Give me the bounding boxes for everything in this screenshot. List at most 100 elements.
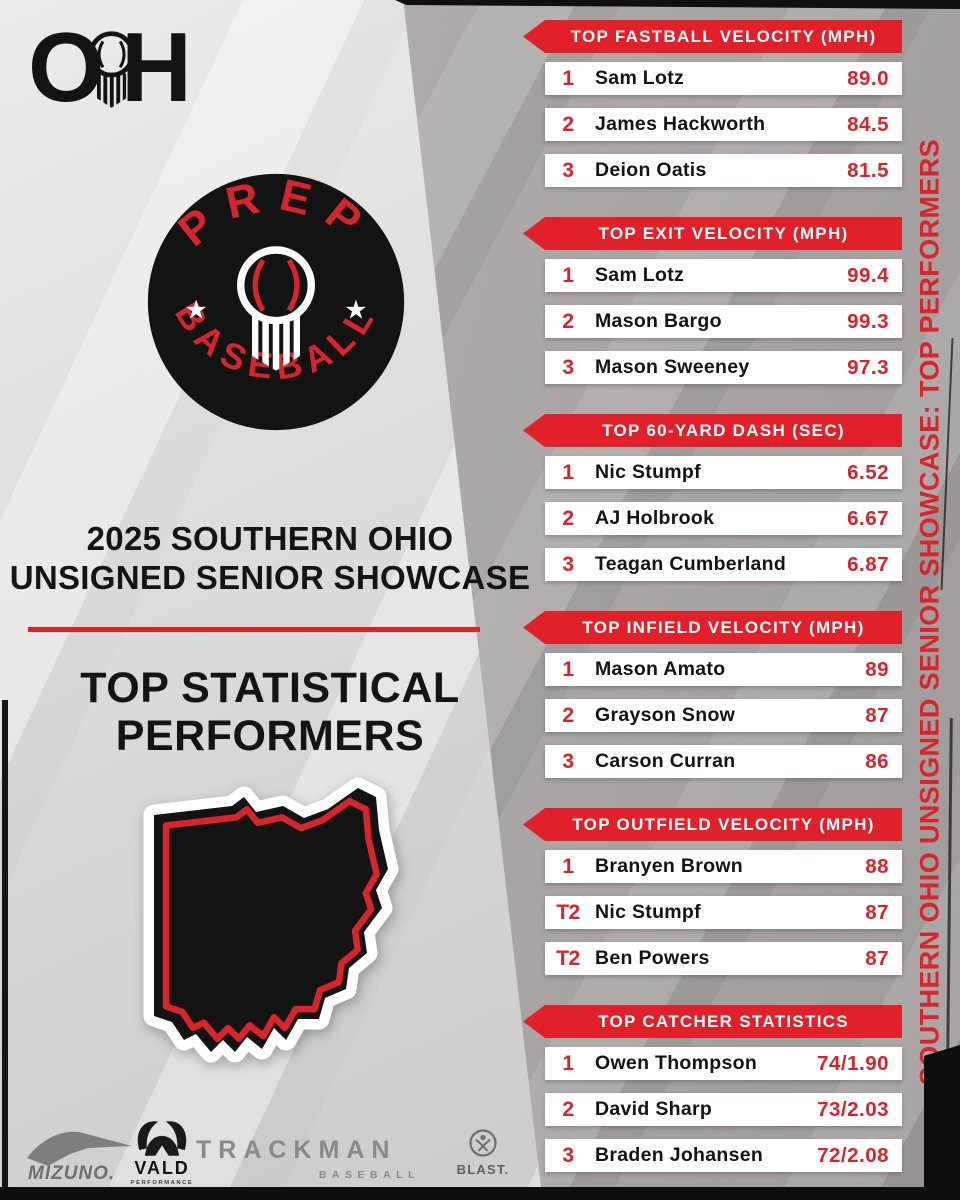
rank-cell: 1 — [562, 263, 574, 287]
star-icon: ★ — [184, 295, 207, 325]
red-divider — [28, 627, 480, 632]
table-row: T2 Nic Stumpf 87 — [545, 896, 902, 929]
top-black-strip — [395, 0, 960, 9]
rank-cell: 1 — [562, 657, 574, 681]
section-title: TOP STATISTICAL PERFORMERS — [0, 664, 540, 760]
vald-sub-label: PERFORMANCE — [131, 1180, 194, 1186]
stat-value-cell: 6.67 — [847, 506, 889, 530]
table-row: 2 David Sharp 73/2.03 — [545, 1093, 902, 1126]
rank-cell: 2 — [562, 506, 574, 530]
vald-helmet-icon — [137, 1121, 187, 1156]
leaderboard-catcher-statistics: TOP CATCHER STATISTICS 1 Owen Thompson 7… — [523, 1005, 902, 1172]
ohio-red-inline — [162, 797, 380, 1043]
leaderboard-exit-velocity: TOP EXIT VELOCITY (MPH) 1 Sam Lotz 99.4 … — [523, 217, 902, 384]
stat-value-cell: 88 — [865, 854, 889, 878]
stat-value-cell: 87 — [865, 703, 889, 727]
stat-value-cell: 81.5 — [847, 158, 889, 182]
vald-wordmark: VALD — [134, 1158, 189, 1178]
stat-value-cell: 84.5 — [847, 112, 889, 136]
leaderboard-outfield-velocity: TOP OUTFIELD VELOCITY (MPH) 1 Branyen Br… — [523, 808, 902, 975]
blast-wordmark: BLAST. — [457, 1162, 510, 1177]
rank-cell: 3 — [562, 1143, 574, 1167]
oh-letter-h: H — [121, 16, 192, 116]
player-name-cell: Nic Stumpf — [595, 461, 701, 483]
table-row: 2 James Hackworth 84.5 — [545, 108, 902, 141]
player-name-cell: James Hackworth — [595, 113, 766, 135]
ohio-state-shape — [143, 777, 399, 1063]
rank-cell: T2 — [556, 900, 580, 924]
side-banner-text: SOUTHERN OHIO UNSIGNED SENIOR SHOWCASE: … — [914, 138, 945, 1086]
stat-value-cell: 6.87 — [847, 552, 889, 576]
prep-baseball-logo: PREP BASEBALL ★ ★ — [147, 172, 405, 431]
leaderboard-header: TOP 60-YARD DASH (SEC) — [523, 414, 902, 447]
player-name-cell: Mason Bargo — [595, 310, 722, 332]
trackman-logo: TRACKMAN BASEBALL — [196, 1136, 424, 1181]
rank-cell: 3 — [562, 355, 574, 379]
player-name-cell: Sam Lotz — [595, 264, 685, 286]
bottom-black-strip — [0, 1187, 960, 1200]
table-row: 3 Braden Johansen 72/2.08 — [545, 1139, 902, 1172]
rank-cell: 1 — [562, 1051, 574, 1075]
table-row: 3 Mason Sweeney 97.3 — [545, 351, 902, 384]
table-row: 1 Branyen Brown 88 — [545, 850, 902, 883]
mizuno-wordmark: MIZUNO. — [28, 1163, 115, 1184]
stat-value-cell: 97.3 — [847, 355, 889, 379]
player-name-cell: Ben Powers — [595, 947, 710, 969]
rank-cell: 1 — [562, 66, 574, 90]
player-name-cell: Braden Johansen — [595, 1144, 764, 1166]
rank-cell: 2 — [562, 309, 574, 333]
table-row: 1 Nic Stumpf 6.52 — [545, 456, 902, 489]
leaderboard-60-yard-dash: TOP 60-YARD DASH (SEC) 1 Nic Stumpf 6.52… — [523, 414, 902, 581]
stat-value-cell: 86 — [865, 749, 889, 773]
player-name-cell: Nic Stumpf — [595, 901, 701, 923]
table-row: 3 Teagan Cumberland 6.87 — [545, 548, 902, 581]
rank-cell: T2 — [556, 946, 580, 970]
player-name-cell: Deion Oatis — [595, 159, 707, 181]
leaderboard-fastball-velocity: TOP FASTBALL VELOCITY (MPH) 1 Sam Lotz 8… — [523, 20, 902, 187]
event-title: 2025 SOUTHERN OHIO UNSIGNED SENIOR SHOWC… — [0, 519, 540, 597]
player-name-cell: Branyen Brown — [595, 855, 744, 877]
table-row: 1 Sam Lotz 99.4 — [545, 259, 902, 292]
stat-value-cell: 72/2.08 — [817, 1143, 889, 1167]
section-title-line1: TOP STATISTICAL — [80, 664, 460, 712]
table-row: 1 Mason Amato 89 — [545, 653, 902, 686]
leaderboard-header: TOP FASTBALL VELOCITY (MPH) — [523, 20, 902, 53]
table-row: 1 Sam Lotz 89.0 — [545, 62, 902, 95]
player-name-cell: Grayson Snow — [595, 704, 736, 726]
leaderboard-header: TOP OUTFIELD VELOCITY (MPH) — [523, 808, 902, 841]
stat-value-cell: 89.0 — [847, 66, 889, 90]
trackman-wordmark: TRACKMAN — [196, 1136, 397, 1164]
rank-cell: 1 — [562, 460, 574, 484]
stat-value-cell: 99.4 — [847, 263, 889, 287]
left-black-strip — [2, 700, 8, 1200]
player-name-cell: David Sharp — [595, 1098, 713, 1120]
rank-cell: 2 — [562, 112, 574, 136]
table-row: 3 Deion Oatis 81.5 — [545, 154, 902, 187]
mizuno-logo: MIZUNO. — [27, 1131, 132, 1184]
leaderboard-infield-velocity: TOP INFIELD VELOCITY (MPH) 1 Mason Amato… — [523, 611, 902, 778]
oh-logo: O H — [28, 16, 192, 116]
stat-value-cell: 87 — [865, 900, 889, 924]
stat-value-cell: 87 — [865, 946, 889, 970]
leaderboard-header: TOP CATCHER STATISTICS — [523, 1005, 902, 1038]
table-row: 1 Owen Thompson 74/1.90 — [545, 1047, 902, 1080]
oh-letter-o: O — [28, 16, 104, 116]
player-name-cell: Carson Curran — [595, 750, 736, 772]
rank-cell: 3 — [562, 158, 574, 182]
stat-value-cell: 6.52 — [847, 460, 889, 484]
rank-cell: 2 — [562, 1097, 574, 1121]
table-row: 2 AJ Holbrook 6.67 — [545, 502, 902, 535]
leaderboard-header: TOP INFIELD VELOCITY (MPH) — [523, 611, 902, 644]
section-title-line2: PERFORMERS — [115, 712, 425, 760]
player-name-cell: Owen Thompson — [595, 1052, 758, 1074]
vald-logo: VALD PERFORMANCE — [131, 1121, 194, 1186]
rank-cell: 3 — [562, 749, 574, 773]
leaderboards-column: TOP FASTBALL VELOCITY (MPH) 1 Sam Lotz 8… — [523, 20, 902, 1200]
player-name-cell: Mason Amato — [595, 658, 726, 680]
stat-value-cell: 74/1.90 — [817, 1051, 889, 1075]
stat-value-cell: 73/2.03 — [817, 1097, 889, 1121]
event-title-line1: 2025 SOUTHERN OHIO — [86, 520, 454, 557]
right-black-strip — [924, 1045, 960, 1200]
ohio-outline — [143, 777, 399, 1063]
